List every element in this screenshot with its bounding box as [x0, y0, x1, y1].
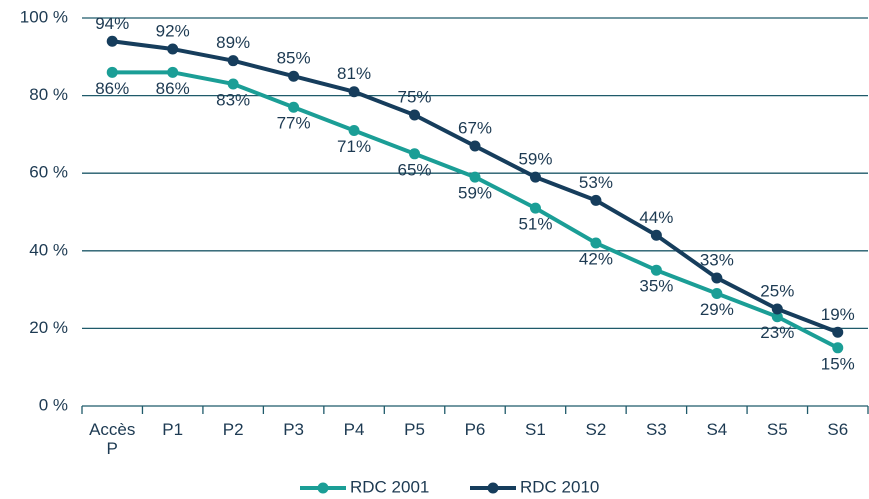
- data-label: 59%: [518, 150, 552, 169]
- point: [288, 101, 300, 113]
- data-label: 33%: [700, 250, 734, 269]
- point: [650, 229, 662, 241]
- legend-label: RDC 2001: [350, 477, 429, 496]
- y-tick-label: 80 %: [29, 85, 68, 104]
- x-tick-label: P1: [162, 420, 184, 439]
- x-tick-label: S4: [706, 420, 728, 439]
- point: [409, 148, 421, 160]
- point: [832, 326, 844, 338]
- point: [409, 109, 421, 121]
- legend-label: RDC 2010: [520, 477, 599, 496]
- point: [832, 342, 844, 354]
- data-label: 59%: [458, 184, 492, 203]
- y-tick-label: 0 %: [39, 395, 68, 414]
- data-label: 85%: [277, 49, 311, 68]
- x-tick-label: Accès P: [89, 420, 136, 458]
- x-tick-label: P6: [464, 420, 486, 439]
- data-label: 94%: [95, 14, 129, 33]
- point: [167, 66, 179, 78]
- data-label: 89%: [216, 33, 250, 52]
- point: [590, 194, 602, 206]
- data-label: 77%: [277, 114, 311, 133]
- point: [590, 237, 602, 249]
- point: [106, 66, 118, 78]
- y-tick-label: 60 %: [29, 163, 68, 182]
- point: [106, 35, 118, 47]
- point: [771, 311, 783, 323]
- data-label: 29%: [700, 300, 734, 319]
- point: [771, 303, 783, 315]
- point: [711, 272, 723, 284]
- data-label: 86%: [95, 79, 129, 98]
- x-tick-label: S2: [585, 420, 607, 439]
- point: [167, 43, 179, 55]
- y-tick-label: 100 %: [20, 7, 68, 26]
- point: [469, 140, 481, 152]
- data-label: 67%: [458, 119, 492, 138]
- x-tick-label: P5: [404, 420, 425, 439]
- x-tick-label: S3: [645, 420, 667, 439]
- y-tick-label: 40 %: [29, 240, 68, 259]
- y-tick-label: 20 %: [29, 318, 68, 337]
- point: [348, 86, 360, 98]
- legend-dot: [317, 482, 329, 494]
- point: [288, 70, 300, 82]
- x-tick-label: S5: [766, 420, 788, 439]
- legend-dot: [487, 482, 499, 494]
- data-label: 81%: [337, 64, 371, 83]
- data-label: 35%: [639, 277, 673, 296]
- data-label: 19%: [821, 305, 855, 324]
- point: [711, 287, 723, 299]
- x-tick-label: P4: [343, 420, 365, 439]
- point: [348, 125, 360, 137]
- data-label: 65%: [398, 160, 432, 179]
- data-label: 23%: [760, 323, 794, 342]
- data-label: 44%: [639, 208, 673, 227]
- point: [227, 55, 239, 67]
- x-tick-label: P2: [222, 420, 244, 439]
- point: [529, 171, 541, 183]
- data-label: 25%: [760, 281, 794, 300]
- data-label: 75%: [398, 87, 432, 106]
- point: [650, 264, 662, 276]
- data-label: 53%: [579, 173, 613, 192]
- point: [227, 78, 239, 90]
- data-label: 92%: [156, 22, 190, 41]
- x-tick-label: S1: [525, 420, 546, 439]
- point: [469, 171, 481, 183]
- data-label: 42%: [579, 250, 613, 269]
- data-label: 51%: [518, 215, 552, 234]
- x-tick-label: P3: [283, 420, 304, 439]
- data-label: 86%: [156, 79, 190, 98]
- x-tick-label: S6: [827, 420, 849, 439]
- data-label: 83%: [216, 90, 250, 109]
- data-label: 15%: [821, 354, 855, 373]
- data-label: 71%: [337, 137, 371, 156]
- point: [529, 202, 541, 214]
